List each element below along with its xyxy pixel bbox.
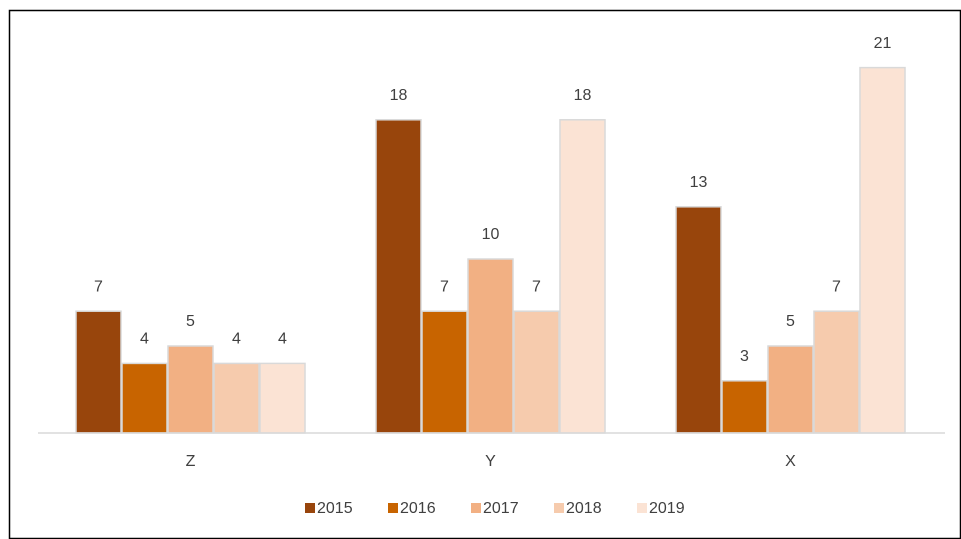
bar	[559, 119, 606, 434]
legend-label: 2018	[566, 500, 602, 517]
data-label: 18	[390, 87, 408, 104]
bar	[213, 362, 260, 434]
data-label: 5	[786, 313, 795, 330]
data-label: 4	[232, 331, 241, 348]
bar	[75, 310, 122, 434]
data-label: 3	[740, 348, 749, 365]
bar	[421, 310, 468, 434]
data-label: 13	[690, 174, 708, 191]
data-label: 4	[140, 331, 149, 348]
bar	[721, 380, 768, 434]
legend-label: 2016	[400, 500, 436, 517]
data-label: 21	[874, 35, 892, 52]
x-tick-label: Z	[186, 453, 196, 470]
legend-swatch	[388, 503, 398, 513]
legend-swatch	[554, 503, 564, 513]
legend-swatch	[637, 503, 647, 513]
legend-label: 2017	[483, 500, 519, 517]
bar	[859, 66, 906, 434]
bar	[813, 310, 860, 434]
legend-label: 2019	[649, 500, 685, 517]
x-tick-label: X	[785, 453, 796, 470]
bar	[513, 310, 560, 434]
legend-label: 2015	[317, 500, 353, 517]
bar	[375, 119, 422, 434]
bar	[121, 362, 168, 434]
data-label: 7	[532, 278, 541, 295]
bar	[767, 345, 814, 434]
data-label: 4	[278, 331, 287, 348]
legend-swatch	[305, 503, 315, 513]
bar	[675, 206, 722, 434]
data-label: 5	[186, 313, 195, 330]
legend-swatch	[471, 503, 481, 513]
bar	[167, 345, 214, 434]
data-label: 7	[94, 278, 103, 295]
bar	[259, 362, 306, 434]
x-tick-label: Y	[485, 453, 496, 470]
data-label: 7	[440, 278, 449, 295]
bar	[467, 258, 514, 434]
data-label: 18	[574, 87, 592, 104]
data-label: 7	[832, 278, 841, 295]
data-label: 10	[482, 226, 500, 243]
